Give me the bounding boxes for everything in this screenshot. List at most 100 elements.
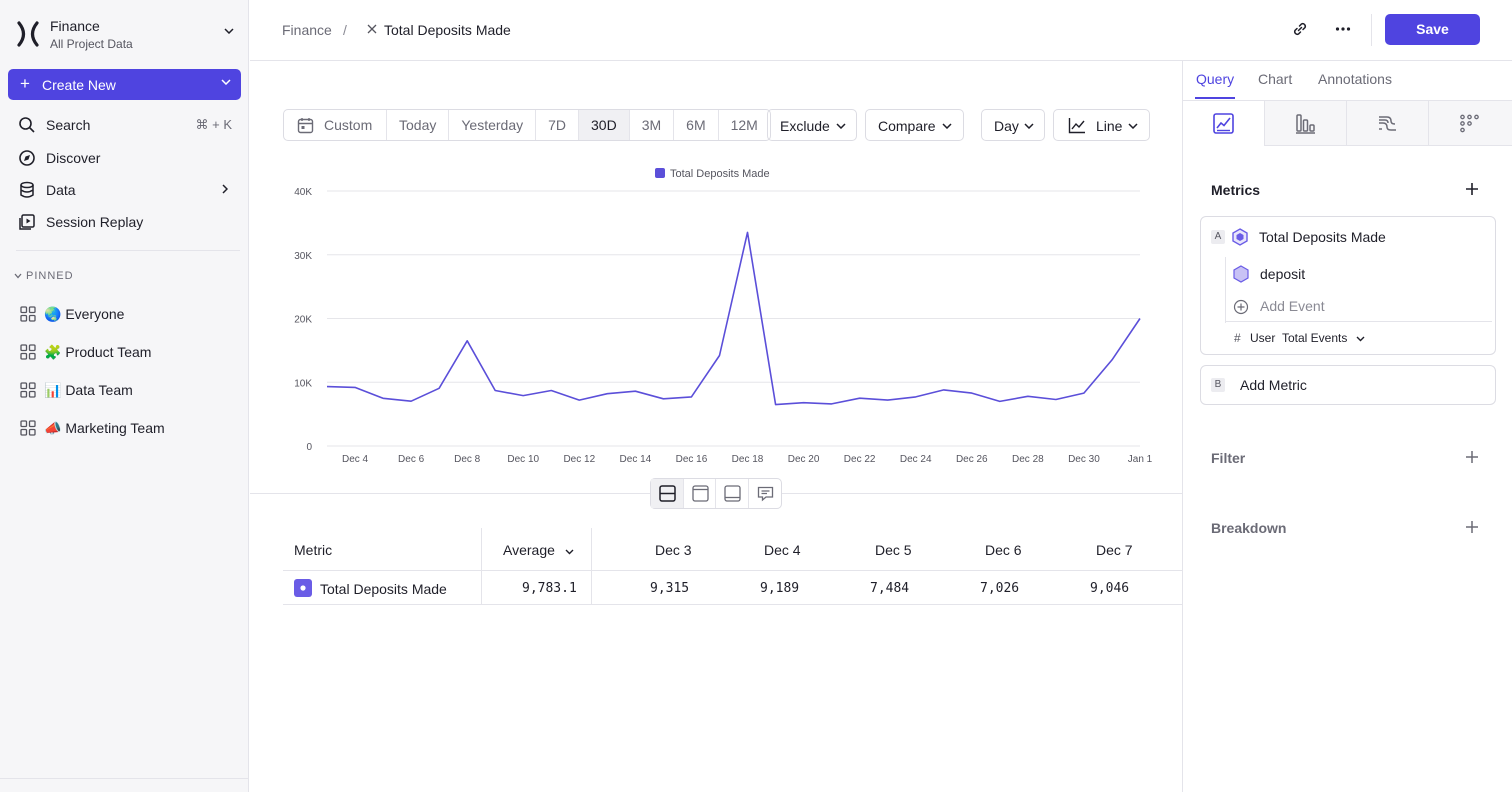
data-point[interactable] [657,393,669,405]
data-point[interactable] [321,381,333,393]
pinned-item-product-team[interactable]: 🧩 Product Team [20,340,240,364]
range-12m[interactable]: 12M [730,117,758,133]
data-point[interactable] [461,335,473,347]
chart-type-dropdown[interactable]: Line [1053,109,1150,141]
add-event-button[interactable]: Add Event [1260,298,1325,314]
data-point[interactable] [713,349,725,361]
data-point[interactable] [573,394,585,406]
chevron-down-icon [224,28,234,34]
column-header-metric[interactable]: Metric [294,542,333,558]
range-6m[interactable]: 6M [674,110,719,140]
data-point[interactable] [910,391,922,403]
tab-annotations[interactable]: Annotations [1318,71,1392,87]
exclude-dropdown[interactable]: Exclude [767,109,857,141]
data-point[interactable] [545,385,557,397]
data-point[interactable] [826,398,838,410]
insights-report-button[interactable] [1183,101,1265,146]
data-point[interactable] [742,226,754,238]
more-icon[interactable] [1334,20,1352,38]
series-line[interactable] [326,231,1141,406]
column-header-date[interactable]: Dec 3 [655,542,692,558]
table-row[interactable]: Total Deposits Made 9,783.1 9,315 9,189 … [283,570,1182,605]
average-header-label: Average [503,542,555,558]
database-icon [20,181,34,198]
data-point[interactable] [994,395,1006,407]
metric-name[interactable]: Total Deposits Made [1259,229,1386,245]
layout-chart-button[interactable] [684,479,716,508]
data-point[interactable] [1134,313,1146,325]
pinned-item-everyone[interactable]: 🌏 Everyone [20,302,240,326]
tab-query[interactable]: Query [1196,71,1235,87]
sidebar-item-data[interactable]: Data [18,177,240,203]
range-7d[interactable]: 7D [536,110,580,140]
data-point[interactable] [405,395,417,407]
data-point[interactable] [377,392,389,404]
link-icon[interactable] [1291,20,1309,38]
range-30d[interactable]: 30D [579,110,630,140]
create-new-button[interactable]: + Create New [8,69,241,100]
add-metric-plus-icon[interactable] [1465,182,1479,196]
workspace-switcher[interactable]: Finance All Project Data [16,16,240,54]
column-header-average[interactable]: Average [503,542,574,584]
layout-table-button[interactable] [716,479,749,508]
metric-card-a[interactable]: A Total Deposits Made deposit Add Event … [1200,216,1496,355]
breadcrumb-parent[interactable]: Finance [282,22,332,38]
data-point[interactable] [1050,393,1062,405]
data-point[interactable] [798,397,810,409]
save-button[interactable]: Save [1385,14,1480,45]
chevron-down-icon [1024,123,1034,129]
x-tick-label: Jan 1 [1128,454,1153,465]
column-header-date[interactable]: Dec 7 [1096,542,1133,558]
line-chart[interactable]: Total Deposits Made 0 10K 20K 30K 40K Dec 4 D… [250,160,1182,480]
layout-split-button[interactable] [651,479,684,508]
sidebar-item-session-replay[interactable]: Session Replay [18,209,240,235]
add-filter-plus-icon[interactable] [1465,450,1479,464]
compare-dropdown[interactable]: Compare [865,109,964,141]
layout-toggle [650,478,782,509]
sort-chevron-icon [565,549,574,555]
add-breakdown-plus-icon[interactable] [1465,520,1479,534]
add-metric-button[interactable]: Add Metric [1240,377,1307,393]
range-yesterday[interactable]: Yesterday [449,110,537,140]
sidebar-item-discover[interactable]: Discover [18,145,240,171]
close-icon[interactable] [367,24,377,34]
data-point[interactable] [854,392,866,404]
tabs-divider [1183,100,1512,101]
data-point[interactable] [685,391,697,403]
column-header-date[interactable]: Dec 6 [985,542,1022,558]
column-header-date[interactable]: Dec 4 [764,542,801,558]
flows-report-button[interactable] [1347,101,1429,146]
data-point[interactable] [1022,390,1034,402]
data-point[interactable] [349,381,361,393]
interval-dropdown[interactable]: Day [981,109,1045,141]
data-point[interactable] [517,390,529,402]
retention-report-button[interactable] [1429,101,1511,146]
data-point[interactable] [882,394,894,406]
event-name[interactable]: deposit [1260,266,1306,282]
data-point[interactable] [966,387,978,399]
funnels-report-button[interactable] [1265,101,1347,146]
data-point[interactable] [433,382,445,394]
data-point[interactable] [629,385,641,397]
range-3m[interactable]: 3M [630,110,675,140]
tab-chart[interactable]: Chart [1258,71,1293,87]
pinned-item-data-team[interactable]: 📊 Data Team [20,378,240,402]
pinned-section-toggle[interactable]: PINNED [14,270,74,282]
data-point[interactable] [489,385,501,397]
data-point[interactable] [601,388,613,400]
add-metric-card[interactable]: B Add Metric [1200,365,1496,405]
chart-legend[interactable]: Total Deposits Made [655,168,770,180]
data-point[interactable] [938,384,950,396]
aggregation-measure-dropdown[interactable]: Total Events [1282,331,1365,345]
aggregation-scope[interactable]: User [1250,331,1276,345]
page-title[interactable]: Total Deposits Made [384,22,511,38]
range-custom[interactable]: Custom [284,110,387,140]
data-point[interactable] [1078,387,1090,399]
comments-button[interactable] [749,479,781,508]
sidebar-item-search[interactable]: Search ⌘ + K [18,112,240,138]
column-header-date[interactable]: Dec 5 [875,542,912,558]
data-point[interactable] [1106,354,1118,366]
data-point[interactable] [770,399,782,411]
range-today[interactable]: Today [387,110,450,140]
pinned-item-marketing-team[interactable]: 📣 Marketing Team [20,416,240,440]
